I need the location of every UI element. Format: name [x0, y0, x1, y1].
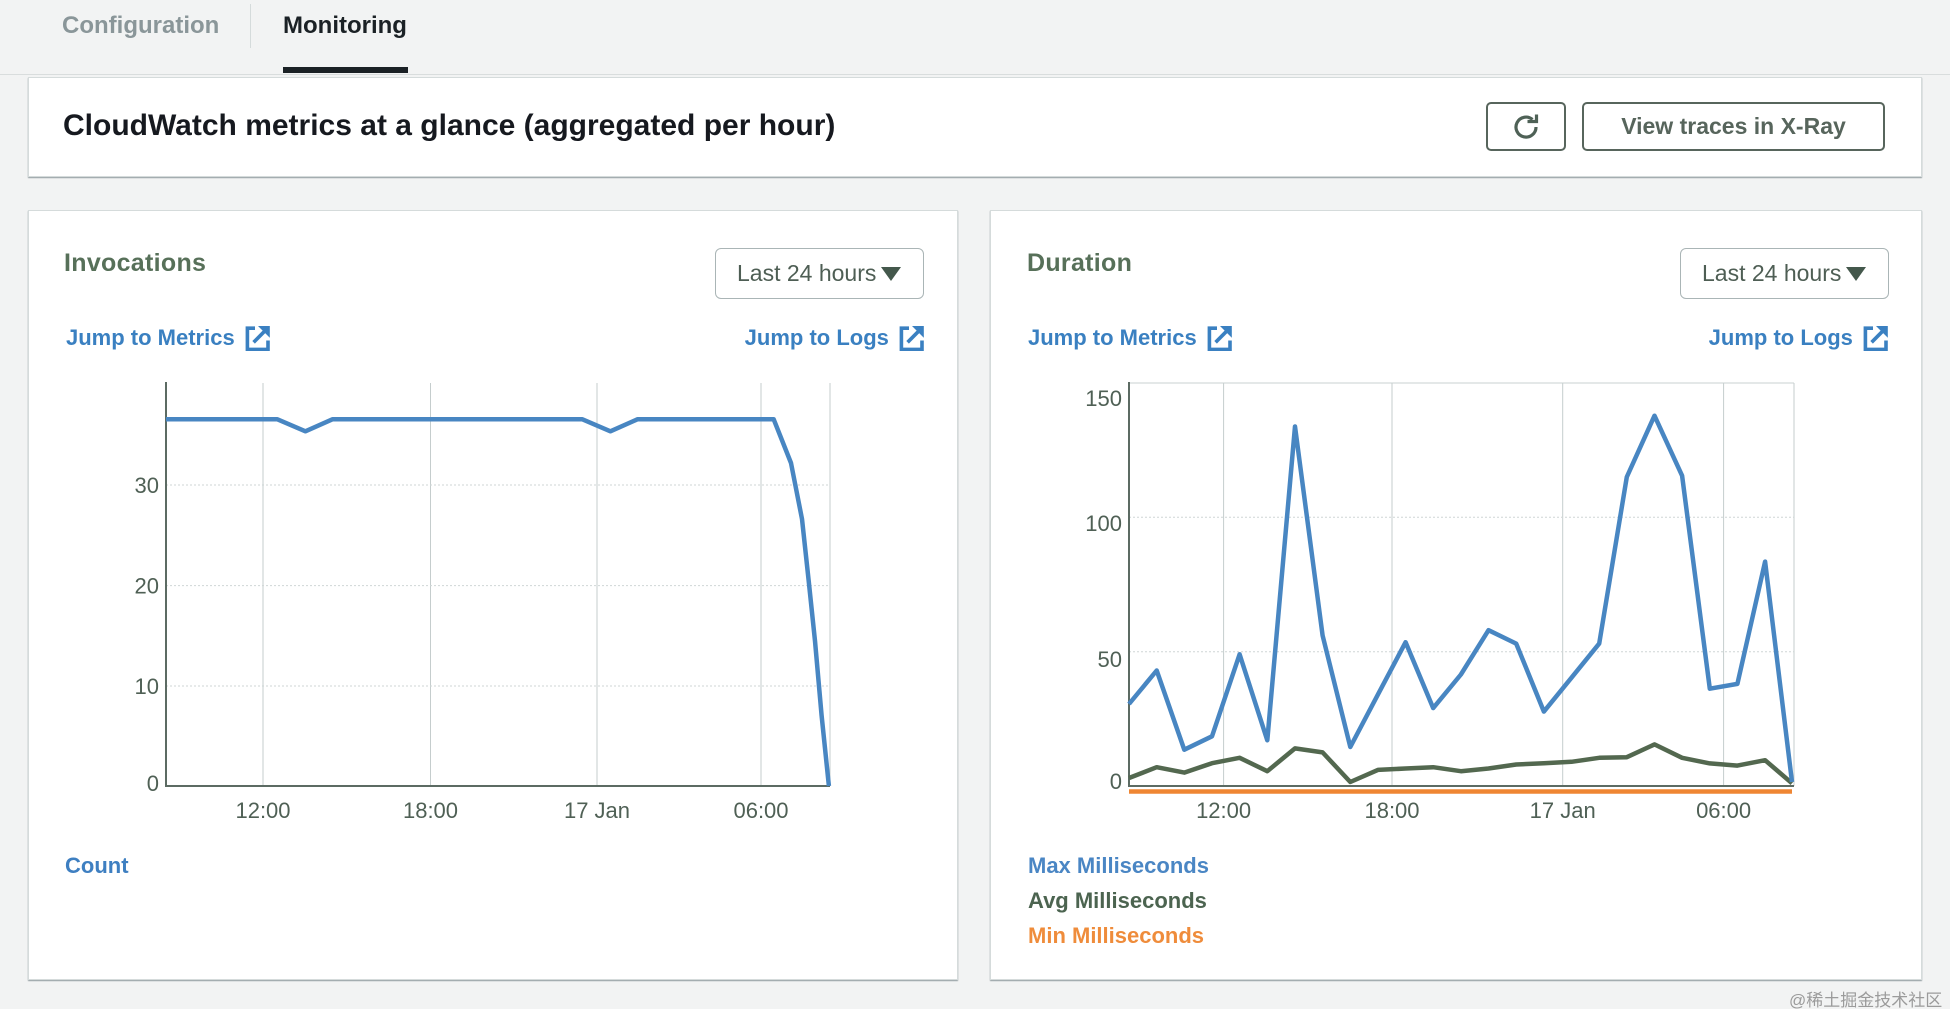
svg-text:0: 0 — [147, 771, 159, 796]
svg-text:10: 10 — [135, 674, 159, 699]
svg-text:18:00: 18:00 — [1364, 798, 1419, 823]
svg-text:20: 20 — [135, 574, 159, 599]
svg-text:17 Jan: 17 Jan — [564, 798, 630, 823]
svg-text:17 Jan: 17 Jan — [1530, 798, 1596, 823]
svg-text:150: 150 — [1085, 386, 1122, 411]
svg-text:06:00: 06:00 — [733, 798, 788, 823]
svg-text:12:00: 12:00 — [1196, 798, 1251, 823]
svg-text:30: 30 — [135, 473, 159, 498]
svg-text:12:00: 12:00 — [235, 798, 290, 823]
svg-text:18:00: 18:00 — [403, 798, 458, 823]
svg-text:50: 50 — [1098, 647, 1122, 672]
svg-text:0: 0 — [1110, 769, 1122, 794]
svg-text:100: 100 — [1085, 511, 1122, 536]
svg-text:06:00: 06:00 — [1696, 798, 1751, 823]
